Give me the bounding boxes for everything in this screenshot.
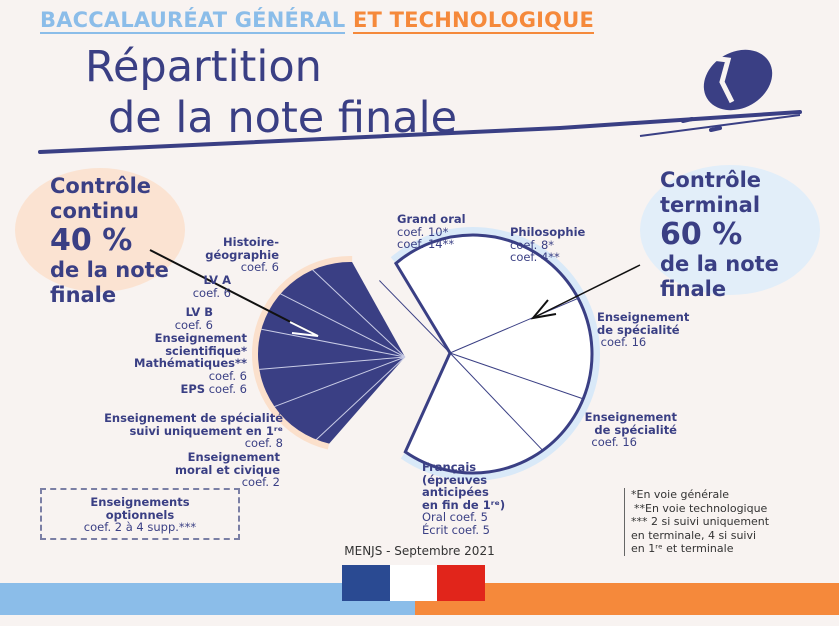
label-specialite-1: Enseignement de spécialité coef. 16 [597, 310, 690, 349]
terminal-label: Contrôle terminal 60 % de la note finale [660, 168, 779, 302]
segment-divider [274, 356, 406, 408]
controle-terminal-fan [379, 233, 594, 475]
credit: MENJS - Septembre 2021 [344, 544, 495, 558]
note: *En voie générale [631, 488, 730, 501]
header: BACCALAURÉAT GÉNÉRAL ET TECHNOLOGIQUE [40, 8, 595, 34]
blob-continu [15, 168, 185, 292]
segment-divider [312, 269, 406, 358]
segment-divider [449, 352, 584, 400]
continu-l3: de la note [50, 258, 169, 282]
continu-label: Contrôle continu 40 % de la note finale [50, 174, 169, 308]
footnotes: *En voie générale **En voie technologiqu… [624, 488, 769, 556]
note: en 1ʳᵉ et terminale [631, 542, 734, 555]
header-part2: ET TECHNOLOGIQUE [352, 8, 595, 34]
left-fan-halo [252, 256, 353, 450]
note: **En voie technologique [634, 501, 768, 515]
optional-l1: Enseignements [90, 495, 190, 509]
republique-logo-icon [342, 565, 486, 601]
label-specialite-1re: Enseignement de spécialité suivi uniqueme… [104, 411, 283, 450]
label-emc: Enseignement moral et civique coef. 2 [175, 450, 280, 489]
segment-divider [261, 328, 406, 358]
title-line1: Répartition [85, 42, 322, 92]
segment-divider [449, 297, 579, 354]
label-specialite-2: Enseignement de spécialité coef. 16 [584, 410, 677, 449]
terminal-pct: 60 % [660, 217, 743, 252]
header-part1: BACCALAURÉAT GÉNÉRAL [40, 8, 346, 34]
fan-shape [258, 262, 405, 444]
brush-stroke [38, 110, 802, 154]
terminal-l4: finale [660, 277, 727, 301]
footer-band-orange [415, 583, 839, 615]
continu-pct: 40 % [50, 223, 133, 258]
optional-l3: coef. 2 à 4 supp.*** [83, 520, 197, 534]
label-philosophie: Philosophie coef. 8* coef. 4** [510, 225, 586, 264]
arrow-continu [149, 249, 319, 337]
blob-terminal [640, 165, 820, 295]
segment-divider [315, 356, 406, 440]
brush-stroke-2 [639, 114, 801, 137]
optional-box: Enseignements optionnels coef. 2 à 4 supp.… [40, 488, 240, 540]
segment-divider [449, 352, 544, 451]
continu-l4: finale [50, 283, 117, 307]
label-histoire: Histoire-géographie coef. 6 [205, 235, 279, 274]
optional-l2: optionnels [105, 507, 175, 522]
continu-l2: continu [50, 199, 139, 223]
terminal-l2: terminal [660, 193, 761, 217]
segment-divider [259, 356, 406, 370]
segment-divider [379, 280, 451, 354]
fan-shape [393, 233, 594, 475]
label-eps: EPS coef. 6 [180, 382, 247, 396]
note: *** 2 si suivi uniquement [631, 515, 770, 528]
arrow-terminal [530, 264, 641, 320]
terminal-l1: Contrôle [660, 168, 762, 192]
continu-l1: Contrôle [50, 174, 152, 198]
label-grand-oral: Grand oral coef. 10* coef. 14** [397, 212, 466, 251]
label-ens-scientifique: Enseignement scientifique* Mathématiques**… [134, 331, 247, 383]
note: en terminale, 4 si suivi [631, 528, 757, 542]
terminal-l3: de la note [660, 252, 779, 276]
pie-logo-icon [681, 49, 773, 132]
controle-continu-fan [258, 262, 406, 444]
label-francais: Français (épreuves anticipées en fin de 1ʳᵉ… [422, 460, 506, 537]
segment-divider [280, 293, 406, 358]
